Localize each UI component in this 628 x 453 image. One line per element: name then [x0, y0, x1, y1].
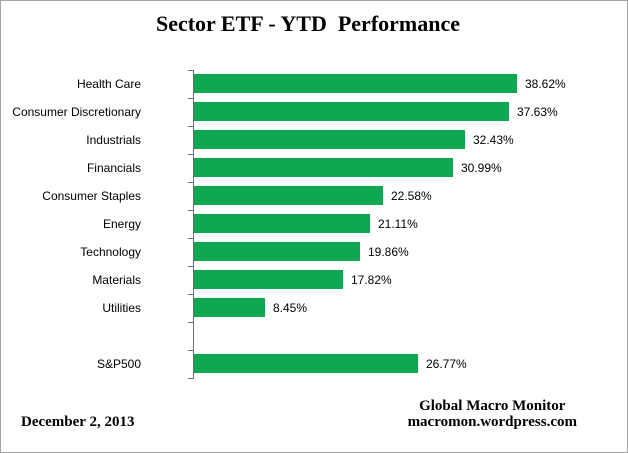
- y-axis-tick: [188, 378, 194, 379]
- chart-row: Technology 19.86%: [1, 238, 627, 266]
- chart-row: Health Care 38.62%: [1, 70, 627, 98]
- category-label: Consumer Discretionary: [12, 105, 141, 119]
- bar-utilities: [194, 298, 265, 317]
- bar-financials: [194, 158, 453, 177]
- chart-row: [1, 322, 627, 350]
- bar-technology: [194, 242, 360, 261]
- bar-consumer-staples: [194, 186, 383, 205]
- chart-row: S&P500 26.77%: [1, 350, 627, 378]
- source-url: macromon.wordpress.com: [407, 414, 577, 430]
- category-label: Financials: [86, 161, 141, 175]
- bar-s-p500: [194, 354, 418, 373]
- y-axis-tick: [188, 70, 194, 71]
- bar-consumer-discretionary: [194, 102, 509, 121]
- y-axis-tick: [188, 182, 194, 183]
- bar-value-label: 30.99%: [461, 161, 502, 175]
- footer-source: Global Macro Monitor macromon.wordpress.…: [408, 398, 577, 430]
- chart-row: Materials 17.82%: [1, 266, 627, 294]
- source-name: Global Macro Monitor: [419, 398, 566, 414]
- category-label: Industrials: [86, 133, 141, 147]
- chart-row: Financials 30.99%: [1, 154, 627, 182]
- bar-industrials: [194, 130, 465, 149]
- category-label: Energy: [102, 217, 141, 231]
- chart-row: Consumer Discretionary 37.63%: [1, 98, 627, 126]
- category-label: Materials: [92, 273, 141, 287]
- category-label: Technology: [80, 245, 141, 259]
- y-axis-tick: [188, 98, 194, 99]
- y-axis-tick: [188, 294, 194, 295]
- chart-row: Industrials 32.43%: [1, 126, 627, 154]
- chart-plot: Health Care 38.62% Consumer Discretionary 3…: [1, 70, 627, 379]
- category-label: Consumer Staples: [42, 189, 141, 203]
- footer-date: December 2, 2013: [21, 414, 135, 430]
- y-axis-tick: [188, 266, 194, 267]
- bar-materials: [194, 270, 343, 289]
- y-axis-tick: [188, 210, 194, 211]
- y-axis-tick: [188, 126, 194, 127]
- bar-value-label: 19.86%: [368, 245, 409, 259]
- bar-value-label: 38.62%: [525, 77, 566, 91]
- bar-value-label: 21.11%: [378, 217, 418, 231]
- y-axis-line: [193, 70, 194, 378]
- y-axis-tick: [188, 154, 194, 155]
- bar-energy: [194, 214, 370, 233]
- chart-row: Energy 21.11%: [1, 210, 627, 238]
- bar-value-label: 8.45%: [273, 301, 308, 315]
- category-label: Utilities: [102, 301, 141, 315]
- y-axis-tick: [188, 350, 194, 351]
- bar-value-label: 37.63%: [517, 105, 558, 119]
- bar-value-label: 17.82%: [351, 273, 392, 287]
- chart-row: Consumer Staples 22.58%: [1, 182, 627, 210]
- category-label: Health Care: [76, 77, 141, 91]
- bar-health-care: [194, 74, 517, 93]
- y-axis-tick: [188, 322, 194, 323]
- bar-value-label: 32.43%: [473, 133, 514, 147]
- chart-title: Sector ETF - YTD Performance: [155, 11, 461, 36]
- y-axis-tick: [188, 238, 194, 239]
- bar-value-label: 26.77%: [426, 357, 467, 371]
- bar-value-label: 22.58%: [391, 189, 432, 203]
- category-label: S&P500: [96, 357, 141, 371]
- chart-row: Utilities 8.45%: [1, 294, 627, 322]
